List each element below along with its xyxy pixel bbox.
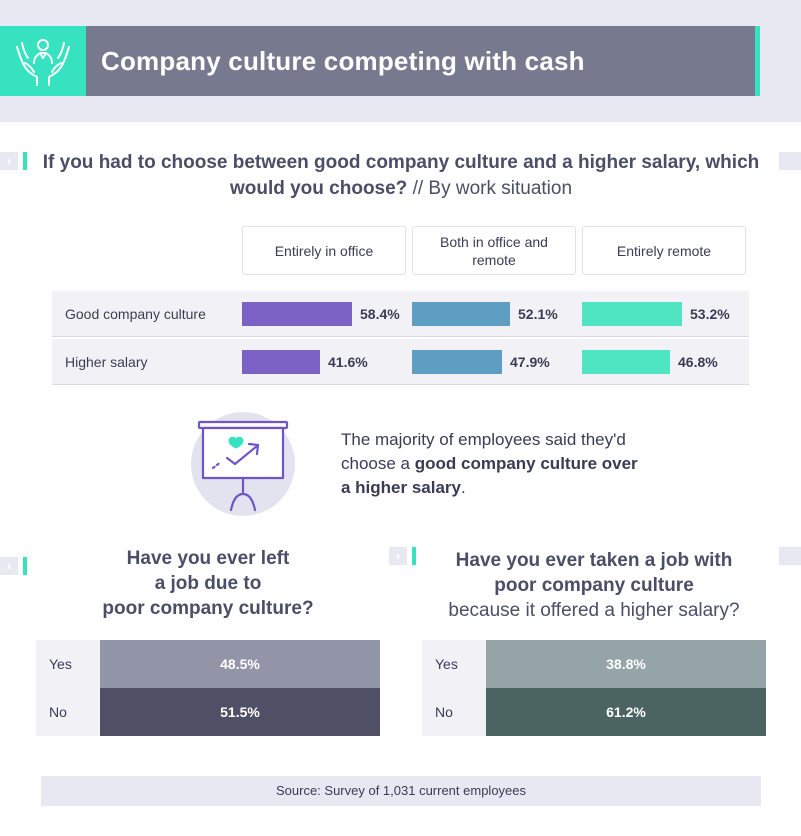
q2-no-bar: 51.5%: [100, 688, 380, 736]
q2-no-label: No: [36, 688, 100, 736]
bar-value-label: 41.6%: [328, 354, 368, 370]
chevron-right-icon: ›: [0, 152, 18, 170]
bar-value-label: 58.4%: [360, 306, 400, 322]
title-bar: [0, 26, 760, 96]
bar-value-label: 47.9%: [510, 354, 550, 370]
q3-no-label: No: [422, 688, 486, 736]
row-label-culture: Good company culture: [65, 306, 206, 322]
section-tab: [779, 547, 801, 565]
question-1-light: // By work situation: [407, 178, 573, 199]
row-label-salary: Higher salary: [65, 354, 148, 370]
question-1-bold: If you had to choose between good compan…: [42, 152, 760, 199]
question-2-line-3: poor company culture?: [102, 598, 314, 619]
q2-yes-label: Yes: [36, 640, 100, 688]
bar: [582, 302, 682, 326]
bar: [582, 350, 670, 374]
bar: [412, 302, 510, 326]
section-tab: [779, 152, 801, 170]
section-marker: ›: [0, 557, 27, 575]
bar-value-label: 46.8%: [678, 354, 718, 370]
section-marker: ›: [0, 152, 27, 170]
title-accent: [755, 26, 760, 96]
question-3-line-1: Have you ever taken a job with: [455, 550, 733, 571]
chevron-right-icon: ›: [389, 547, 407, 565]
takeaway-post: .: [461, 478, 466, 497]
page-title: Company culture competing with cash: [101, 46, 585, 76]
bar-value-label: 52.1%: [518, 306, 558, 322]
takeaway-bold: good company culture over a higher salar…: [341, 454, 638, 497]
section-marker: ›: [389, 547, 416, 565]
col-head-remote: Entirely remote: [582, 226, 746, 275]
question-2-line-1: Have you ever left: [126, 548, 290, 569]
table-row: No 61.2%: [422, 688, 766, 736]
source-note: Source: Survey of 1,031 current employee…: [41, 776, 761, 806]
question-1: If you had to choose between good compan…: [40, 150, 762, 202]
bar: [242, 350, 320, 374]
question-3-line-2: poor company culture: [494, 575, 694, 596]
question-2: Have you ever left a job due to poor com…: [36, 546, 380, 621]
question-2-line-2: a job due to: [154, 573, 262, 594]
table-row: Yes 38.8%: [422, 640, 766, 688]
q3-no-bar: 61.2%: [486, 688, 766, 736]
bar-value-label: 53.2%: [690, 306, 730, 322]
presentation-chart-heart-icon: [191, 412, 295, 516]
question-3: Have you ever taken a job with poor comp…: [422, 548, 766, 623]
takeaway-pre: The majority of employees said they'd ch…: [341, 430, 626, 473]
bar: [412, 350, 502, 374]
hands-holding-person-icon: [0, 26, 86, 96]
chevron-right-icon: ›: [0, 557, 18, 575]
q2-yes-bar: 48.5%: [100, 640, 380, 688]
table-row: Yes 48.5%: [36, 640, 380, 688]
col-head-office: Entirely in office: [242, 226, 406, 275]
takeaway-text: The majority of employees said they'd ch…: [341, 428, 641, 500]
bar: [242, 302, 352, 326]
col-head-hybrid: Both in office and remote: [412, 226, 576, 275]
table-row: No 51.5%: [36, 688, 380, 736]
q3-yes-label: Yes: [422, 640, 486, 688]
q3-yes-bar: 38.8%: [486, 640, 766, 688]
question-3-line-3: because it offered a higher salary?: [448, 600, 740, 621]
